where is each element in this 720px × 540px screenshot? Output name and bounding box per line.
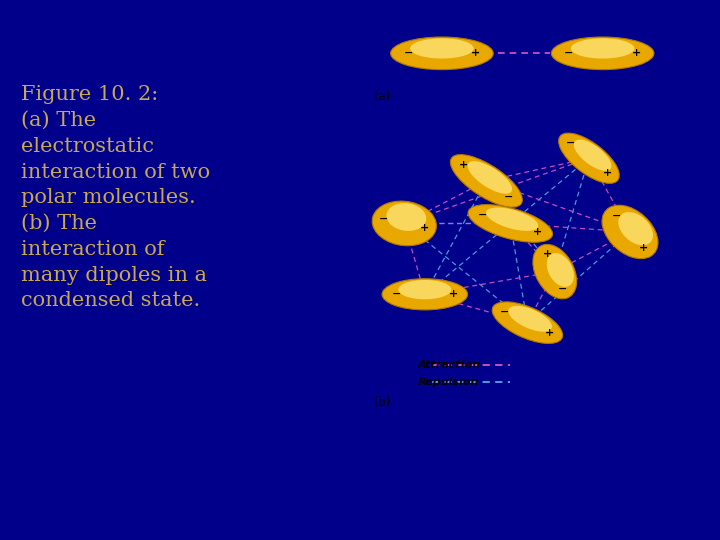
Text: +: + (542, 249, 552, 259)
Text: −: − (612, 211, 621, 221)
Text: −: − (558, 284, 567, 294)
Text: +: + (449, 289, 458, 299)
Ellipse shape (467, 161, 512, 194)
Ellipse shape (382, 279, 467, 310)
Text: +: + (459, 160, 469, 170)
Text: (a): (a) (374, 90, 391, 103)
Text: −: − (392, 289, 401, 299)
Ellipse shape (602, 205, 658, 259)
Text: −: − (403, 48, 413, 58)
Ellipse shape (546, 253, 574, 287)
Ellipse shape (387, 203, 426, 231)
Ellipse shape (486, 207, 539, 231)
Ellipse shape (390, 37, 493, 70)
Text: Repulsion: Repulsion (418, 377, 480, 387)
Text: −: − (566, 138, 575, 148)
Ellipse shape (552, 37, 654, 70)
Text: −: − (500, 307, 510, 317)
Ellipse shape (372, 201, 436, 246)
Text: −: − (379, 214, 388, 224)
Ellipse shape (508, 306, 552, 332)
Ellipse shape (574, 140, 611, 171)
Text: Figure 10. 2:
(a) The
electrostatic
interaction of two
polar molecules.
(b) The
: Figure 10. 2: (a) The electrostatic inte… (21, 85, 210, 310)
Text: +: + (632, 48, 641, 58)
Text: Attraction: Attraction (418, 360, 481, 370)
Text: −: − (564, 48, 573, 58)
Ellipse shape (571, 38, 634, 58)
Text: −: − (504, 192, 513, 201)
Ellipse shape (398, 280, 451, 299)
Text: +: + (534, 227, 542, 237)
Ellipse shape (559, 133, 619, 184)
Ellipse shape (410, 38, 474, 58)
Ellipse shape (618, 212, 653, 245)
Text: +: + (545, 328, 554, 339)
Text: (b): (b) (374, 396, 391, 409)
Text: +: + (471, 48, 480, 58)
Text: +: + (420, 223, 430, 233)
Ellipse shape (533, 245, 577, 299)
Text: +: + (639, 243, 648, 253)
Ellipse shape (451, 154, 522, 207)
Text: +: + (603, 168, 612, 178)
Ellipse shape (468, 205, 552, 242)
Text: −: − (478, 210, 487, 220)
Ellipse shape (492, 302, 562, 343)
